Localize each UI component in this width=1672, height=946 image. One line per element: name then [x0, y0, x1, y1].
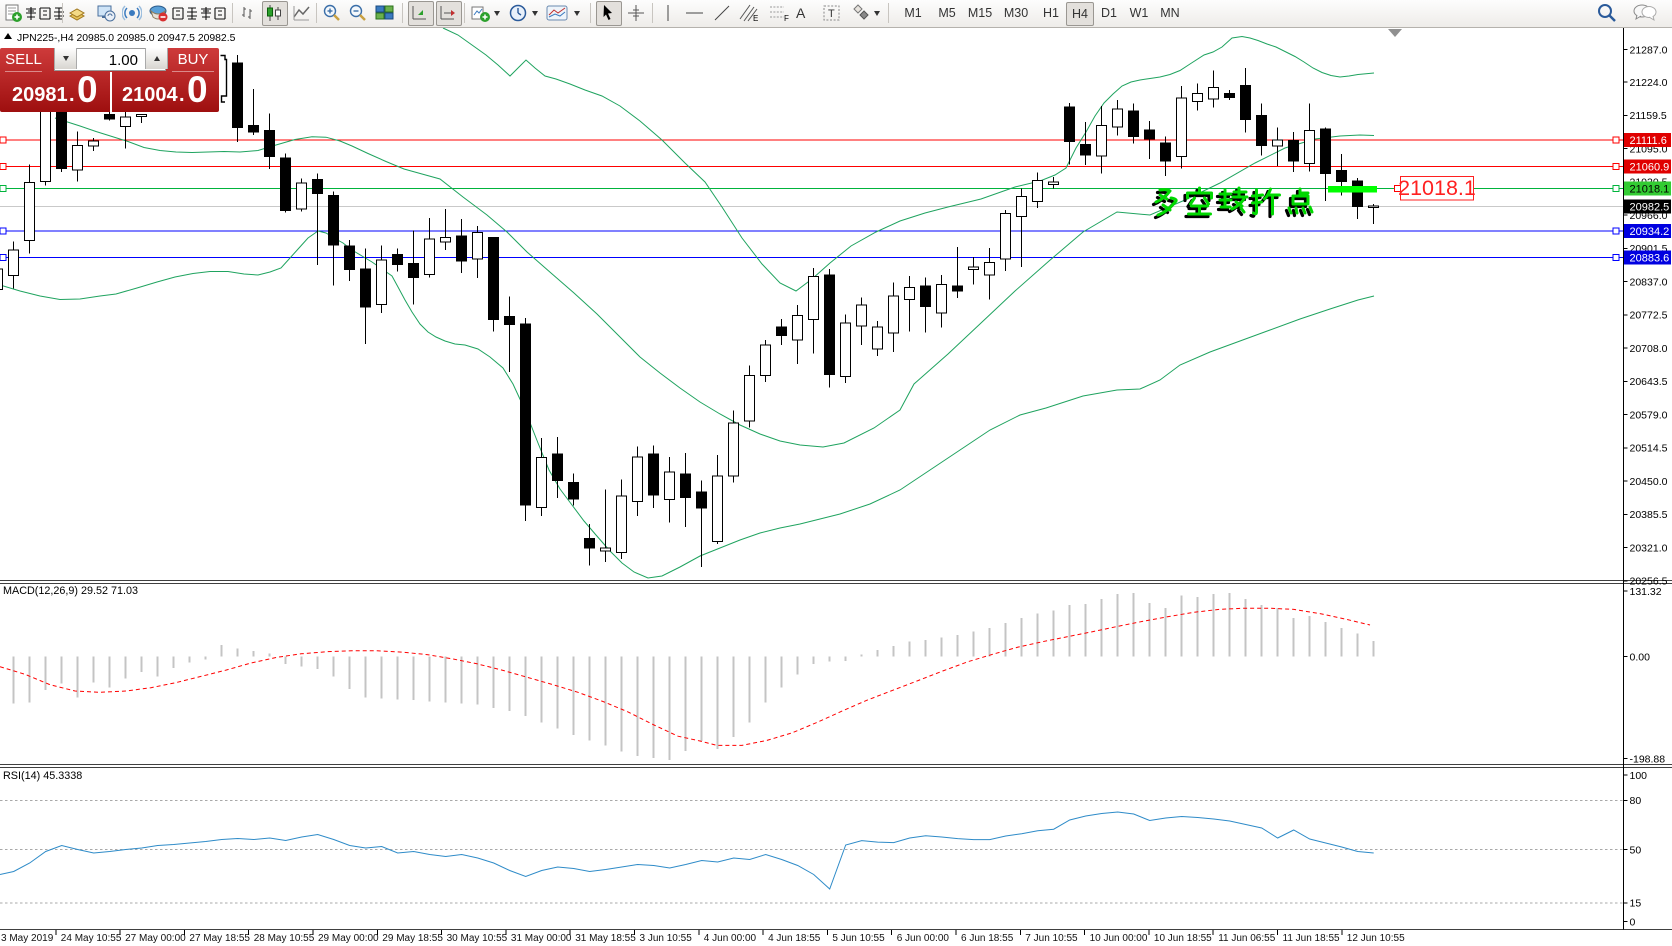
- svg-text:6 Jun 18:55: 6 Jun 18:55: [961, 933, 1014, 944]
- svg-text:15: 15: [1630, 898, 1642, 910]
- svg-text:100: 100: [1630, 770, 1648, 782]
- svg-text:3 Jun 10:55: 3 Jun 10:55: [640, 933, 693, 944]
- svg-text:20385.5: 20385.5: [1630, 509, 1668, 521]
- svg-text:20321.0: 20321.0: [1630, 542, 1668, 554]
- svg-text:31 May 00:00: 31 May 00:00: [511, 933, 572, 944]
- svg-text:27 May 00:00: 27 May 00:00: [125, 933, 186, 944]
- svg-text:29 May 00:00: 29 May 00:00: [318, 933, 379, 944]
- svg-text:20450.0: 20450.0: [1630, 476, 1668, 488]
- svg-text:11 Jun 06:55: 11 Jun 06:55: [1218, 933, 1276, 944]
- svg-text:5 Jun 10:55: 5 Jun 10:55: [832, 933, 885, 944]
- svg-text:-198.88: -198.88: [1630, 754, 1666, 766]
- svg-text:21159.5: 21159.5: [1630, 110, 1667, 122]
- svg-text:21018.1: 21018.1: [1630, 183, 1670, 195]
- svg-text:MACD(12,26,9) 29.52 71.03: MACD(12,26,9) 29.52 71.03: [3, 585, 138, 597]
- svg-text:21111.6: 21111.6: [1630, 135, 1667, 147]
- svg-text:20708.0: 20708.0: [1630, 343, 1668, 355]
- svg-text:80: 80: [1630, 795, 1642, 807]
- svg-text:0: 0: [1630, 916, 1636, 928]
- svg-text:4 Jun 00:00: 4 Jun 00:00: [704, 933, 757, 944]
- svg-text:4 Jun 18:55: 4 Jun 18:55: [768, 933, 821, 944]
- svg-text:7 Jun 10:55: 7 Jun 10:55: [1025, 933, 1078, 944]
- svg-text:JPN225-,H4 20985.0 20985.0 20: JPN225-,H4 20985.0 20985.0 20947.5 20982…: [17, 33, 236, 44]
- svg-text:20579.0: 20579.0: [1630, 409, 1668, 421]
- svg-text:0.00: 0.00: [1630, 651, 1651, 663]
- svg-text:29 May 18:55: 29 May 18:55: [382, 933, 443, 944]
- svg-text:T: T: [828, 8, 835, 20]
- svg-text:F: F: [784, 14, 789, 23]
- svg-text:20934.2: 20934.2: [1630, 226, 1670, 238]
- svg-text:20982.5: 20982.5: [1630, 201, 1670, 213]
- svg-text:10 Jun 00:00: 10 Jun 00:00: [1090, 933, 1148, 944]
- svg-text:21060.9: 21060.9: [1630, 161, 1670, 173]
- svg-text:6 Jun 00:00: 6 Jun 00:00: [897, 933, 950, 944]
- svg-text:131.32: 131.32: [1630, 586, 1662, 598]
- svg-text:20643.5: 20643.5: [1630, 376, 1668, 388]
- svg-text:50: 50: [1630, 844, 1642, 856]
- svg-text:24 May 10:55: 24 May 10:55: [61, 933, 122, 944]
- svg-text:31 May 18:55: 31 May 18:55: [575, 933, 636, 944]
- svg-text:E: E: [753, 14, 758, 23]
- svg-text:21018.1: 21018.1: [1398, 176, 1476, 200]
- svg-text:20514.5: 20514.5: [1630, 443, 1668, 455]
- svg-text:21287.0: 21287.0: [1630, 45, 1668, 57]
- svg-text:20837.0: 20837.0: [1630, 276, 1668, 288]
- svg-text:27 May 18:55: 27 May 18:55: [189, 933, 250, 944]
- svg-text:20883.6: 20883.6: [1630, 253, 1670, 265]
- svg-text:20772.5: 20772.5: [1630, 310, 1668, 322]
- svg-text:30 May 10:55: 30 May 10:55: [447, 933, 508, 944]
- svg-text:3 May 2019: 3 May 2019: [1, 933, 54, 944]
- svg-text:10 Jun 18:55: 10 Jun 18:55: [1154, 933, 1212, 944]
- svg-text:RSI(14) 45.3338: RSI(14) 45.3338: [3, 770, 82, 782]
- svg-text:21224.0: 21224.0: [1630, 77, 1668, 89]
- svg-text:12 Jun 10:55: 12 Jun 10:55: [1347, 933, 1405, 944]
- svg-text:20256.5: 20256.5: [1630, 576, 1668, 588]
- svg-text:28 May 10:55: 28 May 10:55: [254, 933, 315, 944]
- svg-text:11 Jun 18:55: 11 Jun 18:55: [1283, 933, 1341, 944]
